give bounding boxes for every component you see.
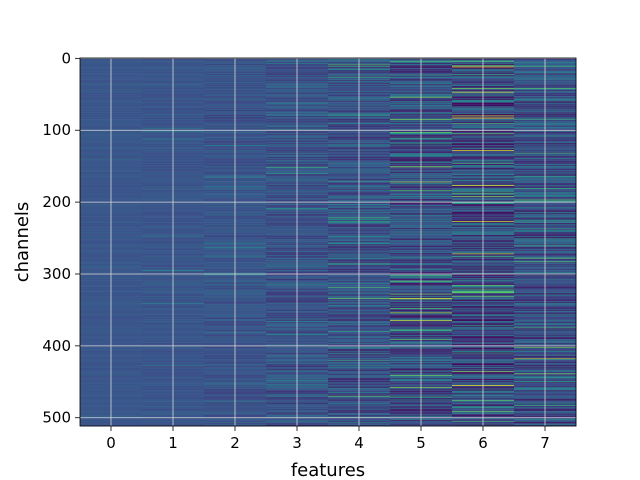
x-tick-label: 5	[416, 434, 426, 452]
x-tick-label: 6	[478, 434, 488, 452]
x-tick-label: 7	[540, 434, 550, 452]
y-axis: 0 100 200 300 400 500	[42, 49, 80, 427]
x-tick-label: 4	[354, 434, 364, 452]
x-tick-label: 1	[168, 434, 178, 452]
grid-lines	[80, 57, 576, 426]
x-axis: 0 1 2 3 4 5 6 7	[106, 426, 550, 452]
y-axis-label: channels	[12, 202, 33, 283]
y-tick-label: 400	[42, 337, 71, 355]
plot-frame	[79, 57, 577, 427]
plot-area	[80, 58, 577, 427]
x-tick-label: 3	[292, 434, 302, 452]
y-tick-label: 0	[61, 49, 71, 67]
x-axis-label: features	[291, 460, 365, 480]
x-tick-label: 0	[106, 434, 116, 452]
y-tick-label: 300	[42, 265, 71, 283]
x-tick-label: 2	[230, 434, 240, 452]
y-tick-label: 100	[42, 121, 71, 139]
y-tick-label: 500	[42, 409, 71, 427]
y-tick-label: 200	[42, 193, 71, 211]
